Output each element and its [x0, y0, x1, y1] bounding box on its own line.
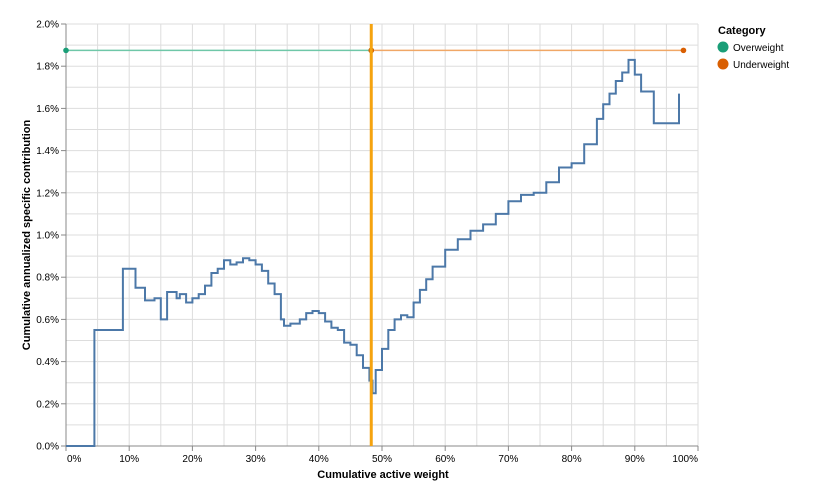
x-tick-label: 100%: [672, 454, 698, 465]
x-tick-label: 60%: [435, 454, 455, 465]
x-tick-label: 30%: [246, 454, 266, 465]
x-tick-label: 20%: [182, 454, 202, 465]
legend-label-overweight: Overweight: [733, 43, 784, 54]
y-tick-label: 1.4%: [36, 146, 59, 157]
tick-labels: 0% 10% 20% 30% 40% 50% 60% 70% 80% 90% 100% 0.0% 0.2…: [36, 20, 698, 466]
y-tick-label: 0.6%: [36, 315, 59, 326]
x-tick-label: 90%: [625, 454, 645, 465]
legend-swatch-underweight: [717, 58, 729, 70]
axes: [61, 23, 699, 451]
x-tick-label: 80%: [562, 454, 582, 465]
y-axis-title: Cumulative annualized specific contribut…: [21, 120, 33, 351]
legend-swatch-overweight: [717, 41, 729, 53]
y-tick-label: 1.2%: [36, 188, 59, 199]
legend: Category Overweight Underweight: [717, 25, 789, 71]
y-tick-label: 0.8%: [36, 273, 59, 284]
category-point-overweight: [63, 47, 69, 54]
x-tick-label: 50%: [372, 454, 392, 465]
y-tick-label: 1.6%: [36, 104, 59, 115]
chart-marks: [63, 24, 687, 447]
y-tick-label: 1.8%: [36, 62, 59, 73]
x-tick-label: 40%: [309, 454, 329, 465]
y-tick-label: 0.4%: [36, 357, 59, 368]
y-tick-label: 0.2%: [36, 399, 59, 410]
x-tick-label: 0%: [67, 454, 82, 465]
x-axis-title: Cumulative active weight: [317, 469, 449, 481]
legend-label-underweight: Underweight: [733, 60, 789, 71]
series-line: [66, 58, 680, 447]
x-tick-label: 10%: [119, 454, 139, 465]
gridlines: [65, 23, 699, 447]
y-tick-label: 2.0%: [36, 20, 59, 31]
x-tick-label: 70%: [498, 454, 518, 465]
y-tick-label: 0.0%: [36, 442, 59, 453]
legend-title: Category: [718, 25, 767, 37]
category-point-underweight: [680, 47, 687, 54]
y-tick-label: 1.0%: [36, 231, 59, 242]
